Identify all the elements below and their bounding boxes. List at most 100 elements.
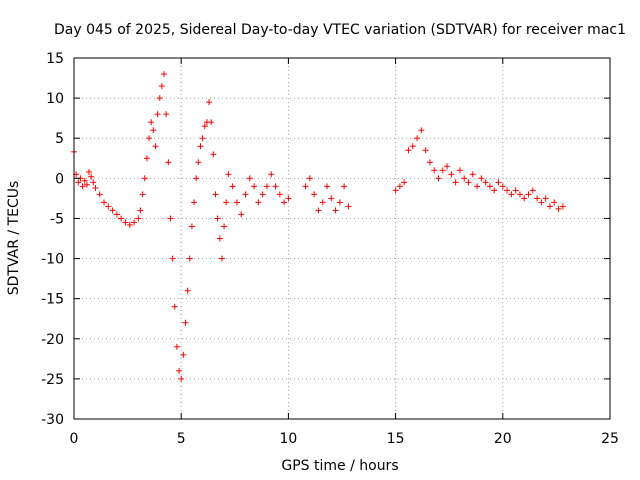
data-point <box>272 183 279 190</box>
data-point <box>118 215 125 222</box>
data-point <box>126 221 133 228</box>
y-tick-label: 5 <box>55 131 64 147</box>
data-point <box>392 187 399 194</box>
data-point <box>426 159 433 166</box>
data-point <box>452 179 459 186</box>
data-point <box>474 183 481 190</box>
data-point <box>229 183 236 190</box>
data-point <box>83 181 90 188</box>
data-point <box>534 195 541 202</box>
data-point <box>188 223 195 230</box>
y-axis-label: SDTVAR / TECUs <box>6 181 22 296</box>
data-point <box>143 155 150 162</box>
data-point <box>173 343 180 350</box>
data-point <box>216 235 223 242</box>
data-point <box>180 351 187 358</box>
data-point <box>105 203 112 210</box>
data-point <box>328 195 335 202</box>
data-point <box>206 99 213 106</box>
data-point <box>525 191 532 198</box>
y-tick-label: -30 <box>41 412 64 428</box>
data-point <box>422 147 429 154</box>
y-tick-label: -25 <box>41 372 64 388</box>
data-point <box>306 175 313 182</box>
data-point <box>186 255 193 262</box>
data-point <box>281 199 288 206</box>
data-point <box>414 135 421 142</box>
y-axis-ticks: -30 -25 -20 -15 -10 -5 0 5 10 15 <box>41 51 610 428</box>
data-point <box>461 175 468 182</box>
data-point <box>75 179 82 186</box>
data-point <box>141 175 148 182</box>
data-point <box>218 255 225 262</box>
data-point <box>137 207 144 214</box>
data-point <box>221 223 228 230</box>
data-point <box>465 179 472 186</box>
grid <box>74 58 610 419</box>
data-point <box>101 199 108 206</box>
data-point <box>152 143 159 150</box>
data-point <box>319 199 326 206</box>
y-tick-label: -10 <box>41 252 64 268</box>
data-point <box>315 207 322 214</box>
data-point <box>323 183 330 190</box>
data-point <box>233 199 240 206</box>
x-tick-label: 0 <box>70 431 79 447</box>
data-point <box>521 195 528 202</box>
data-point <box>529 187 536 194</box>
data-point <box>435 175 442 182</box>
data-point <box>163 111 170 118</box>
data-point <box>263 183 270 190</box>
data-point <box>512 187 519 194</box>
data-point <box>504 187 511 194</box>
data-point <box>491 187 498 194</box>
data-point <box>193 175 200 182</box>
data-point <box>79 183 86 190</box>
data-point <box>178 375 185 382</box>
y-tick-label: 10 <box>46 91 64 107</box>
data-point <box>246 175 253 182</box>
data-point <box>538 199 545 206</box>
data-point <box>469 171 476 178</box>
data-point <box>225 171 232 178</box>
x-tick-label: 10 <box>279 431 297 447</box>
data-point <box>113 211 120 218</box>
y-tick-label: -5 <box>50 211 64 227</box>
x-axis-ticks: 0 5 10 15 20 25 <box>70 58 619 447</box>
data-point <box>259 191 266 198</box>
data-point <box>559 203 566 210</box>
y-tick-label: 0 <box>55 171 64 187</box>
data-point <box>418 127 425 134</box>
data-point <box>150 127 157 134</box>
data-point <box>276 191 283 198</box>
data-point <box>332 207 339 214</box>
data-point <box>158 83 165 90</box>
data-point <box>208 119 215 126</box>
data-point <box>285 195 292 202</box>
chart-title: Day 045 of 2025, Sidereal Day-to-day VTE… <box>54 22 626 38</box>
data-point <box>146 135 153 142</box>
data-point <box>122 219 129 226</box>
data-point <box>210 151 217 158</box>
data-point <box>165 159 172 166</box>
data-point <box>135 215 142 222</box>
data-point <box>444 163 451 170</box>
x-tick-label: 5 <box>177 431 186 447</box>
data-point <box>405 147 412 154</box>
data-point <box>191 199 198 206</box>
data-point <box>456 167 463 174</box>
data-point <box>184 287 191 294</box>
data-point <box>409 143 416 150</box>
x-axis-label: GPS time / hours <box>281 458 398 474</box>
data-point <box>109 207 116 214</box>
data-point <box>201 123 208 130</box>
x-tick-label: 15 <box>387 431 405 447</box>
data-point <box>223 199 230 206</box>
data-point <box>251 183 258 190</box>
data-point <box>431 167 438 174</box>
plot-frame <box>73 57 611 420</box>
x-tick-label: 20 <box>494 431 512 447</box>
data-point <box>396 183 403 190</box>
x-tick-label: 25 <box>601 431 619 447</box>
data-point <box>499 183 506 190</box>
